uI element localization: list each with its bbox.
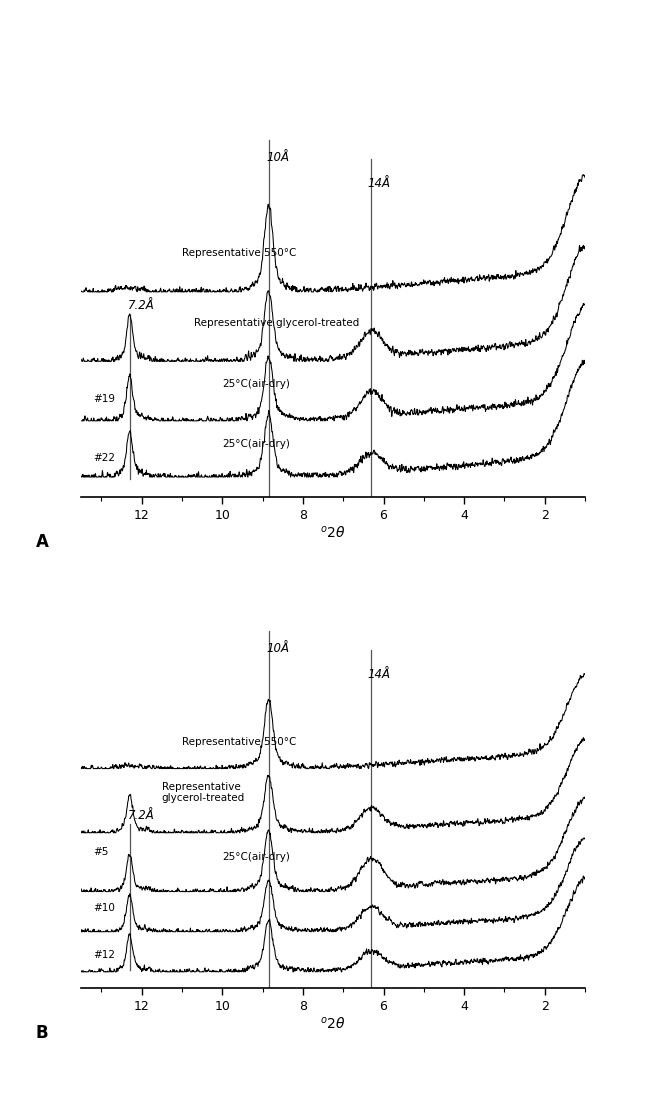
- X-axis label: $^{o}2\theta$: $^{o}2\theta$: [320, 1016, 346, 1031]
- Text: 14Å: 14Å: [367, 668, 391, 680]
- Text: 25°C(air-dry): 25°C(air-dry): [222, 852, 290, 862]
- Text: Representative
glycerol-treated: Representative glycerol-treated: [162, 781, 245, 804]
- Text: #12: #12: [94, 950, 115, 960]
- Text: #5: #5: [94, 847, 109, 857]
- Text: 7.2Å: 7.2Å: [127, 299, 154, 312]
- Text: 7.2Å: 7.2Å: [127, 808, 154, 821]
- Text: #10: #10: [94, 904, 115, 914]
- Text: 10Å: 10Å: [266, 643, 290, 655]
- Text: 14Å: 14Å: [367, 176, 391, 190]
- Text: B: B: [36, 1025, 49, 1042]
- Text: 25°C(air-dry): 25°C(air-dry): [222, 440, 290, 450]
- Text: 25°C(air-dry): 25°C(air-dry): [222, 380, 290, 390]
- Text: 10Å: 10Å: [266, 151, 290, 164]
- Text: #22: #22: [94, 453, 115, 463]
- Text: Representative glycerol-treated: Representative glycerol-treated: [194, 319, 359, 329]
- Text: Representative 550°C: Representative 550°C: [182, 737, 296, 747]
- Text: #19: #19: [94, 394, 115, 404]
- X-axis label: $^{o}2\theta$: $^{o}2\theta$: [320, 525, 346, 541]
- Text: A: A: [36, 533, 49, 552]
- Text: Representative 550°C: Representative 550°C: [182, 248, 296, 258]
